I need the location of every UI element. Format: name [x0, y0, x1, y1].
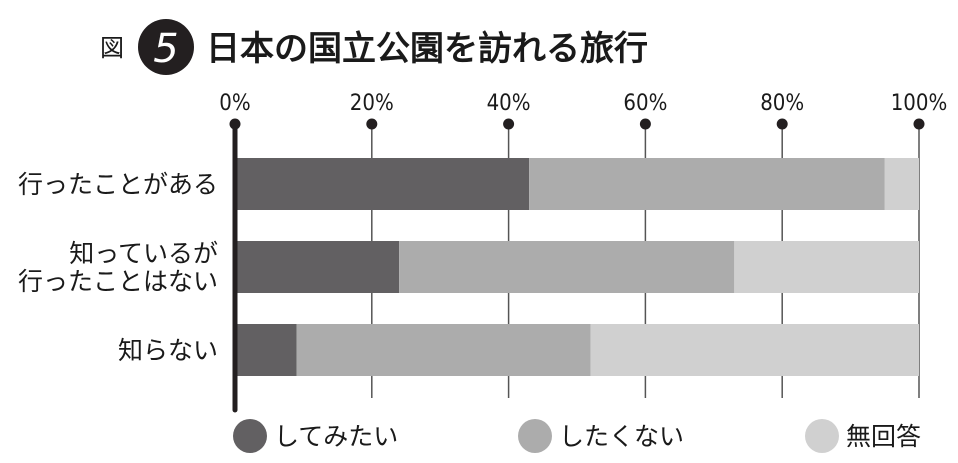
bar-segment-1-2	[734, 241, 919, 293]
tick-dot-100	[913, 118, 925, 130]
bar-segment-2-2	[590, 324, 919, 376]
category-label-2-0: 知らない	[118, 336, 218, 365]
tick-dot-0	[229, 118, 241, 130]
tick-labels: 0% 20% 40% 60% 80% 100%	[219, 91, 947, 130]
bar-segment-0-2	[884, 158, 919, 210]
tick-dot-80	[776, 118, 788, 130]
bar-segment-0-0	[235, 158, 530, 210]
bar-segment-1-0	[235, 241, 400, 293]
tick-label-40: 40%	[487, 91, 531, 116]
bars	[235, 158, 919, 376]
legend-label-1: したくない	[559, 422, 684, 451]
figure-number: 5	[153, 26, 178, 72]
tick-dot-20	[366, 118, 378, 130]
figure-header: 図 5 日本の国立公園を訪れる旅行	[100, 19, 648, 75]
category-label-0-0: 行ったことがある	[18, 170, 218, 199]
bar-segment-2-1	[296, 324, 591, 376]
legend-swatch-1	[518, 419, 552, 453]
bar-segment-1-1	[399, 241, 735, 293]
figure-number-badge	[138, 19, 194, 75]
tick-label-60: 60%	[623, 91, 667, 116]
bar-segment-2-0	[235, 324, 297, 376]
tick-label-20: 20%	[350, 91, 394, 116]
legend-swatch-2	[805, 419, 839, 453]
legend: してみたい したくない 無回答	[233, 419, 921, 453]
tick-label-80: 80%	[760, 91, 804, 116]
tick-dot-60	[639, 118, 651, 130]
chart-title: 日本の国立公園を訪れる旅行	[206, 29, 648, 69]
bar-segment-0-1	[529, 158, 885, 210]
legend-label-2: 無回答	[846, 422, 921, 451]
figure-prefix: 図	[100, 34, 124, 62]
legend-swatch-0	[233, 419, 267, 453]
tick-dot-40	[503, 118, 515, 130]
category-label-1-0: 知っているが	[69, 239, 218, 268]
category-label-1-1: 行ったことはない	[18, 267, 218, 296]
legend-label-0: してみたい	[274, 422, 398, 451]
tick-label-100: 100%	[891, 91, 948, 116]
tick-label-0: 0%	[219, 91, 250, 116]
